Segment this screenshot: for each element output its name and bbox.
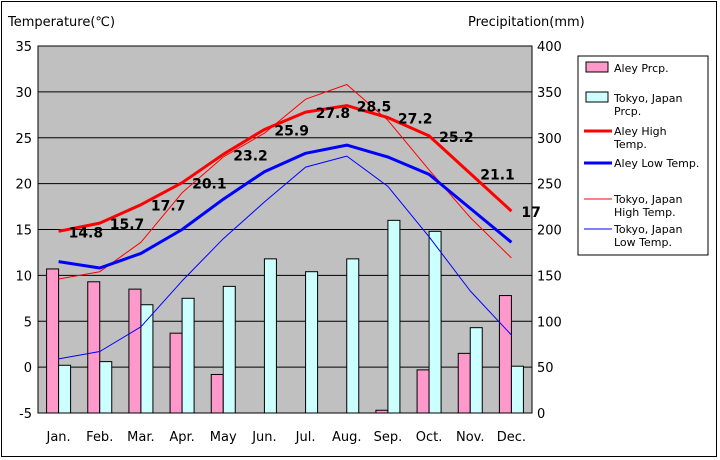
left-tick-label: 35 (15, 40, 32, 55)
data-label: 27.8 (316, 106, 351, 122)
temp-line (58, 104, 513, 233)
legend-swatch (585, 61, 609, 73)
precip-bar (263, 258, 277, 414)
precip-bar (169, 332, 183, 414)
data-label: 14.8 (69, 225, 104, 241)
precip-bar (181, 297, 195, 414)
left-tick-label: 25 (15, 132, 32, 147)
right-tick-label: 200 (537, 224, 562, 239)
data-label: 21.1 (480, 168, 515, 184)
x-tick-label: Dec. (497, 430, 526, 445)
right-tick-label: 350 (537, 86, 562, 101)
legend-label: Temp. (613, 138, 647, 151)
precip-bar (428, 230, 442, 414)
legend-box (577, 55, 709, 256)
x-tick-label: Oct. (416, 430, 443, 445)
precip-bar (416, 369, 430, 414)
x-tick-label: Jan. (45, 430, 70, 445)
right-tick-label: 400 (537, 40, 562, 55)
legend-label: Aley Prcp. (614, 62, 669, 75)
right-axis-title: Precipitation(mm) (468, 15, 585, 30)
left-tick-label: -5 (19, 407, 32, 422)
x-tick-label: Nov. (456, 430, 485, 445)
x-tick-label: Jul. (295, 430, 316, 445)
precip-bar (46, 268, 60, 414)
precip-bar (305, 271, 319, 414)
right-tick-label: 50 (537, 361, 554, 376)
legend-label: High Temp. (614, 206, 676, 219)
left-tick-label: 30 (15, 86, 32, 101)
legend-label: Tokyo, Japan (613, 193, 682, 206)
precip-bar (210, 373, 224, 414)
legend-label: Tokyo, Japan (613, 92, 682, 105)
x-tick-label: Aug. (332, 430, 362, 445)
data-label: 17 (521, 205, 540, 221)
precip-bar (128, 288, 142, 414)
precip-bar (222, 285, 236, 414)
temp-line (58, 155, 512, 360)
precip-bar (375, 409, 389, 414)
left-axis-title: Temperature(℃) (7, 15, 115, 30)
left-tick-label: 20 (15, 178, 32, 193)
legend-label: Low Temp. (614, 236, 672, 249)
right-tick-label: 100 (537, 315, 562, 330)
right-tick-label: 300 (537, 132, 562, 147)
data-label: 17.7 (151, 199, 186, 215)
precip-bar (140, 304, 154, 414)
left-tick-label: 10 (15, 269, 32, 284)
precip-bar (87, 281, 101, 414)
precip-bar (387, 219, 401, 414)
right-tick-label: 150 (537, 269, 562, 284)
precip-bar (346, 258, 360, 414)
data-label: 27.2 (398, 112, 433, 128)
right-tick-label: 250 (537, 178, 562, 193)
precip-bar (58, 364, 72, 414)
precip-bar (99, 361, 113, 414)
precip-bar (498, 295, 512, 414)
precip-bar (469, 327, 483, 414)
data-label: 15.7 (110, 217, 145, 233)
left-tick-label: 0 (24, 361, 32, 376)
left-tick-label: 5 (24, 315, 32, 330)
data-label: 20.1 (192, 177, 227, 193)
x-tick-label: Apr. (169, 430, 194, 445)
data-label: 23.2 (233, 148, 268, 164)
x-tick-label: May (210, 430, 237, 445)
right-tick-label: 0 (537, 407, 545, 422)
temp-line (58, 84, 512, 280)
legend-label: Aley Low Temp. (614, 157, 699, 170)
legend-label: Prcp. (614, 105, 641, 118)
x-tick-label: Mar. (127, 430, 154, 445)
data-label: 25.9 (274, 123, 309, 139)
legend-label: Tokyo, Japan (613, 223, 682, 236)
data-label: 28.5 (357, 100, 392, 116)
left-tick-label: 15 (15, 224, 32, 239)
legend-label: Aley High (614, 125, 667, 138)
x-tick-label: Jun. (251, 430, 276, 445)
temp-line (58, 143, 513, 270)
data-label: 25.2 (439, 130, 474, 146)
legend-swatch (585, 91, 609, 103)
precip-bar (510, 365, 524, 414)
x-tick-label: Sep. (374, 430, 403, 445)
x-tick-label: Feb. (86, 430, 113, 445)
precip-bar (457, 352, 471, 414)
